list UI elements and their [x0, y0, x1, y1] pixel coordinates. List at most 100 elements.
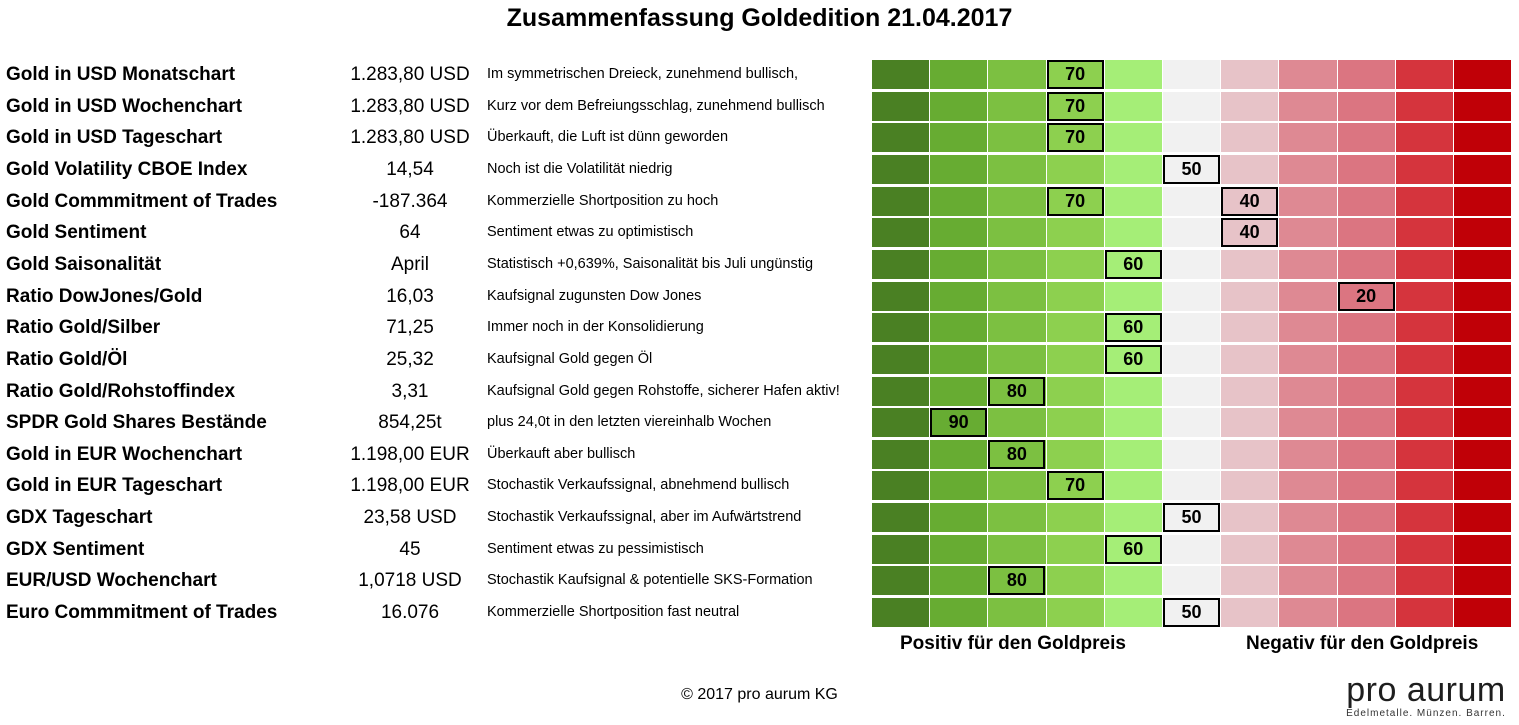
scale-segment	[1395, 344, 1453, 374]
scale-segment	[1046, 598, 1104, 628]
scale-segment	[988, 313, 1046, 343]
scale-segment	[872, 566, 930, 596]
table-row: Ratio Gold/Silber 71,25 Immer noch in der …	[0, 313, 1519, 345]
scale-segment	[1454, 154, 1512, 184]
scale-segment	[1163, 123, 1221, 153]
row-comment: Überkauft, die Luft ist dünn geworden	[487, 129, 729, 146]
score-marker: 40	[1221, 218, 1279, 248]
scale-segment	[930, 186, 988, 216]
scale-segment	[872, 313, 930, 343]
scale-segment	[1221, 91, 1279, 121]
row-comment: Stochastik Kaufsignal & potentielle SKS-…	[487, 572, 813, 589]
scale-segment	[1395, 471, 1453, 501]
scale-segment	[1337, 376, 1395, 406]
scale-segment	[1395, 123, 1453, 153]
row-comment: Kaufsignal zugunsten Dow Jones	[487, 287, 702, 304]
scale-segment	[1279, 218, 1337, 248]
scale-segment	[930, 439, 988, 469]
scale-segment	[1221, 439, 1279, 469]
scale-segment	[1046, 408, 1104, 438]
scale-segment	[1337, 313, 1395, 343]
scale-segment	[872, 60, 930, 89]
scale-segment	[988, 281, 1046, 311]
scale-segment	[872, 503, 930, 533]
row-label: GDX Tageschart	[6, 507, 153, 529]
legend-negative: Negativ für den Goldpreis	[1246, 633, 1479, 654]
score-marker: 60	[1104, 249, 1162, 279]
scale-segment	[1104, 91, 1162, 121]
row-value: 64	[399, 222, 421, 244]
scale-segment	[872, 598, 930, 628]
row-comment: Kurz vor dem Befreiungsschlag, zunehmend…	[487, 97, 825, 114]
row-label: Gold in USD Monatschart	[6, 64, 236, 85]
table-row: Ratio Gold/Rohstoffindex 3,31 Kaufsignal G…	[0, 376, 1519, 409]
row-value: 1,0718 USD	[358, 570, 462, 592]
scale-segment	[1279, 566, 1337, 596]
scale-segment	[930, 154, 988, 184]
table-row: Ratio DowJones/Gold 16,03 Kaufsignal zugun…	[0, 281, 1519, 314]
row-value: 14,54	[386, 158, 434, 180]
scale-segment	[988, 471, 1046, 501]
score-marker: 70	[1046, 186, 1104, 216]
row-label: Ratio DowJones/Gold	[6, 285, 203, 307]
scale-segment	[872, 439, 930, 469]
scale-segment	[1221, 534, 1279, 564]
scale-segment	[988, 598, 1046, 628]
scale-segment	[1104, 60, 1162, 89]
scale-segment	[1104, 439, 1162, 469]
table-row: Gold in EUR Wochenchart 1.198,00 EUR Überk…	[0, 439, 1519, 472]
score-marker: 60	[1104, 344, 1162, 374]
scale-segment	[1221, 123, 1279, 153]
row-value: 1.283,80 USD	[350, 64, 470, 85]
score-marker: 70	[1046, 91, 1104, 121]
scale-segment	[1221, 598, 1279, 628]
scale-segment	[988, 249, 1046, 279]
scale-segment	[1454, 344, 1512, 374]
scale-segment	[1454, 503, 1512, 533]
scale-segment	[930, 123, 988, 153]
scale-segment	[988, 534, 1046, 564]
row-value: 16,03	[386, 285, 434, 307]
scale-segment	[1395, 313, 1453, 343]
table-row: Gold Commmitment of Trades -187.364 Kommer…	[0, 186, 1519, 219]
row-value: 1.283,80 USD	[350, 95, 470, 117]
scale-segment	[872, 281, 930, 311]
scale-segment	[1279, 281, 1337, 311]
row-label: Ratio Gold/Silber	[6, 317, 161, 339]
table-row: GDX Sentiment 45 Sentiment etwas zu pessim…	[0, 534, 1519, 567]
table-row: Gold Saisonalität April Statistisch +0,639…	[0, 249, 1519, 282]
scale-segment	[1279, 313, 1337, 343]
table-row: GDX Tageschart 23,58 USD Stochastik Verkau…	[0, 503, 1519, 535]
scale-segment	[1221, 408, 1279, 438]
scale-segment	[1395, 503, 1453, 533]
score-marker: 50	[1163, 598, 1220, 628]
row-comment: Überkauft aber bullisch	[487, 445, 636, 462]
scale-segment	[930, 471, 988, 501]
row-comment: Stochastik Verkaufssignal, abnehmend bul…	[487, 477, 790, 494]
scale-segment	[1279, 186, 1337, 216]
scale-segment	[1279, 376, 1337, 406]
scale-segment	[1454, 566, 1512, 596]
scale-segment	[1337, 154, 1395, 184]
scale-segment	[872, 344, 930, 374]
row-label: Gold in USD Wochenchart	[6, 95, 243, 117]
scale-segment	[988, 123, 1046, 153]
scale-segment	[1221, 503, 1279, 533]
scale-segment	[1046, 313, 1104, 343]
scale-segment	[930, 598, 988, 628]
table-row: Gold Volatility CBOE Index 14,54 Noch ist …	[0, 154, 1519, 187]
scale-segment	[1163, 566, 1221, 596]
row-label: SPDR Gold Shares Bestände	[6, 412, 267, 434]
table-row: Gold in EUR Tageschart 1.198,00 EUR Stocha…	[0, 471, 1519, 503]
row-comment: plus 24,0t in den letzten viereinhalb Wo…	[487, 414, 772, 431]
scale-segment	[988, 503, 1046, 533]
scale-segment	[988, 186, 1046, 216]
score-marker: 80	[988, 566, 1046, 596]
scale-segment	[1454, 218, 1512, 248]
scale-segment	[1395, 534, 1453, 564]
row-label: Gold in EUR Tageschart	[6, 475, 223, 497]
table-row: EUR/USD Wochenchart 1,0718 USD Stochastik …	[0, 566, 1519, 598]
row-label: GDX Sentiment	[6, 538, 145, 560]
scale-segment	[872, 186, 930, 216]
scale-segment	[1337, 408, 1395, 438]
